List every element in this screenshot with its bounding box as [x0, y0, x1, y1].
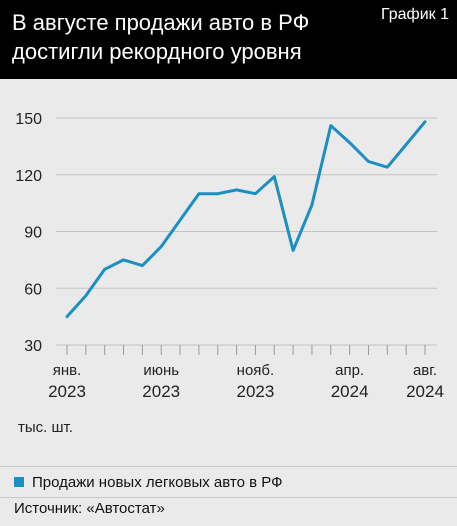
chart-area: 30 60 90 120 150 янв. 2023 июнь 2023 нояб. 2023 апр… — [0, 79, 457, 465]
x-tick-label-month: янв. — [53, 362, 82, 379]
x-tick-label-year: 2024 — [406, 382, 444, 401]
x-tick-label-month: нояб. — [237, 362, 275, 379]
x-tick-label-year: 2023 — [237, 382, 275, 401]
source-note: Источник: «Автостат» — [14, 500, 165, 517]
x-tick-label-year: 2023 — [48, 382, 86, 401]
y-tick-label: 60 — [24, 281, 42, 298]
line-chart: 30 60 90 120 150 янв. 2023 июнь 2023 нояб. 2023 апр… — [15, 111, 444, 436]
figure-number-badge: График 1 — [380, 6, 449, 23]
unit-label: тыс. шт. — [18, 419, 73, 436]
x-tick-label-year: 2023 — [142, 382, 180, 401]
y-tick-label: 90 — [24, 225, 42, 242]
x-tick-label-month: июнь — [143, 362, 179, 379]
legend: Продажи новых легковых авто в РФ — [0, 466, 457, 498]
chart-title: В августе продажи авто в РФ достигли рек… — [12, 10, 310, 64]
series-line — [65, 120, 427, 319]
y-tick-label: 150 — [15, 111, 42, 128]
x-tick-label-year: 2024 — [331, 382, 369, 401]
legend-swatch — [14, 477, 24, 487]
y-tick-label: 120 — [15, 168, 42, 185]
x-tick-label-month: авг. — [413, 362, 437, 379]
chart-header: В августе продажи авто в РФ достигли рек… — [0, 0, 457, 79]
legend-label: Продажи новых легковых авто в РФ — [32, 473, 283, 491]
y-tick-label: 30 — [24, 338, 42, 355]
x-tick-label-month: апр. — [335, 362, 364, 379]
